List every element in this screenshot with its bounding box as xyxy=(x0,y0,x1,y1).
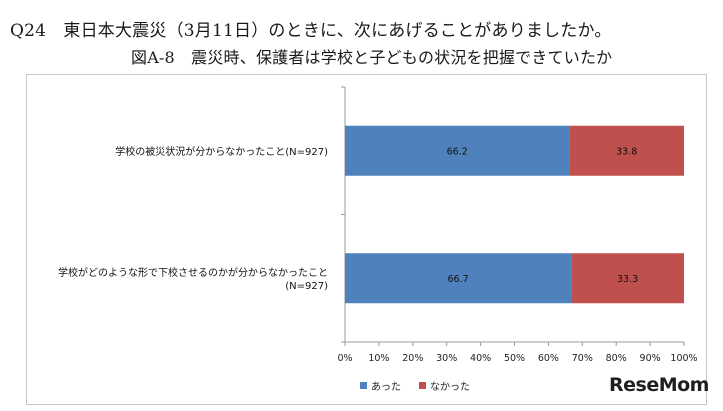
category-label: 学校の被災状況が分からなかったこと(N=927) xyxy=(115,145,328,158)
x-tick-label: 0% xyxy=(337,353,352,364)
x-tick-label: 40% xyxy=(470,353,491,364)
legend-swatch-nakatta xyxy=(419,382,426,389)
resemom-logo: ReseMom xyxy=(609,374,709,396)
legend-swatch-atta xyxy=(360,382,367,389)
x-tick-label: 50% xyxy=(504,353,525,364)
legend-label-nakatta: なかった xyxy=(430,382,470,393)
question-title: Q24 東日本大震災（3月11日）のときに、次にあげることがありましたか。 xyxy=(10,21,612,41)
data-label: 66.7 xyxy=(447,274,468,285)
bar-segment xyxy=(571,253,684,304)
category-label: (N=927) xyxy=(285,281,328,292)
legend-label-atta: あった xyxy=(371,382,401,393)
legend-item-nakatta: なかった xyxy=(419,378,470,393)
x-tick-label: 30% xyxy=(436,353,457,364)
bar-segment xyxy=(345,253,572,304)
bar-segment xyxy=(569,125,684,176)
x-tick-label: 80% xyxy=(606,353,627,364)
data-label: 66.2 xyxy=(447,146,468,157)
x-tick-label: 60% xyxy=(538,353,559,364)
x-tick-label: 20% xyxy=(402,353,423,364)
figure-subtitle: 図A-8 震災時、保護者は学校と子どもの状況を把握できていたか xyxy=(131,48,613,67)
legend-item-atta: あった xyxy=(360,378,401,393)
chart-panel xyxy=(26,74,707,405)
data-label: 33.8 xyxy=(616,146,637,157)
data-label: 33.3 xyxy=(617,274,638,285)
bar-segment xyxy=(345,125,570,176)
x-tick-label: 10% xyxy=(368,353,389,364)
x-tick-label: 70% xyxy=(572,353,593,364)
x-tick-label: 90% xyxy=(640,353,661,364)
category-label: 学校がどのような形で下校させるのかが分からなかったこと xyxy=(58,266,328,279)
chart-legend: あった なかった xyxy=(360,378,470,393)
x-tick-label: 100% xyxy=(670,353,697,364)
